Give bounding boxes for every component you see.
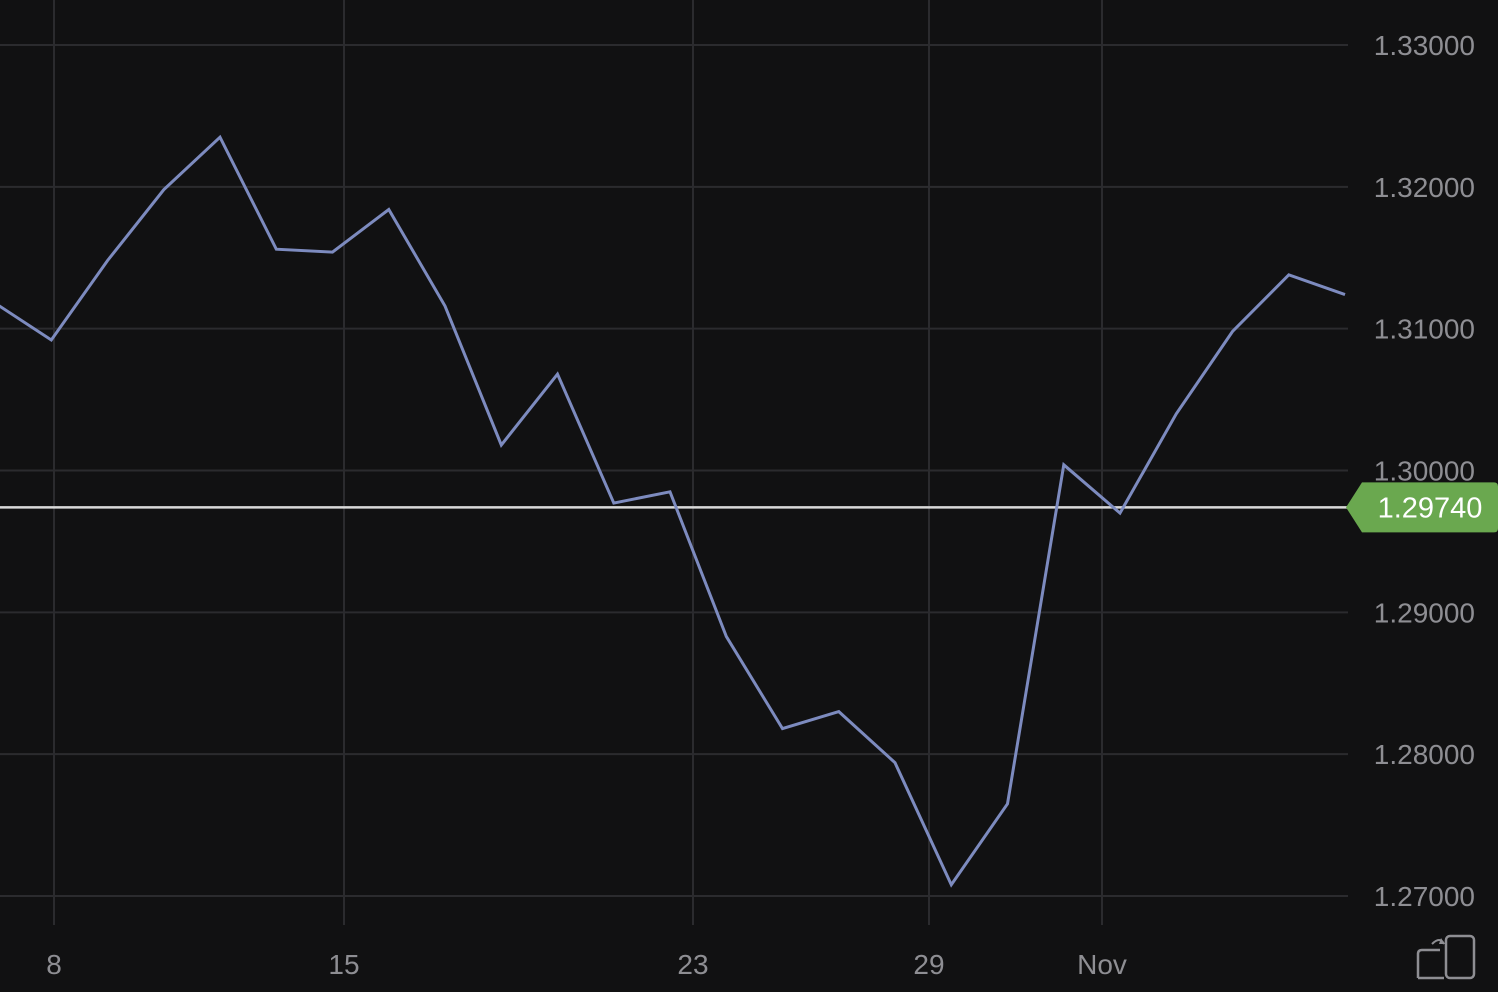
y-tick-label: 1.30000 (1374, 456, 1475, 487)
y-tick-label: 1.33000 (1374, 30, 1475, 61)
x-tick-label: 8 (46, 949, 62, 980)
x-tick-label: 29 (913, 949, 944, 980)
x-tick-label: 23 (677, 949, 708, 980)
current-price-label: 1.29740 (1378, 492, 1483, 524)
x-tick-label: Nov (1077, 949, 1127, 980)
y-tick-label: 1.32000 (1374, 172, 1475, 203)
current-price-badge: 1.29740 (1346, 482, 1498, 533)
price-series-line (0, 134, 1346, 888)
y-tick-label: 1.31000 (1374, 314, 1475, 345)
current-price-badge-shape (1346, 482, 1498, 533)
vertical-gridlines (53, 0, 1103, 925)
horizontal-gridlines (0, 44, 1348, 897)
x-tick-label: 15 (328, 949, 359, 980)
x-axis-ticks: 8 15 23 29 Nov (46, 949, 1127, 980)
rotate-screen-icon (1416, 934, 1476, 980)
rotate-screen-button[interactable] (1410, 932, 1482, 984)
y-tick-label: 1.29000 (1374, 597, 1475, 628)
y-tick-label: 1.27000 (1374, 881, 1475, 912)
y-axis-ticks: 1.33000 1.32000 1.31000 1.30000 1.29000 1.280… (1374, 30, 1475, 912)
y-tick-label: 1.28000 (1374, 739, 1475, 770)
